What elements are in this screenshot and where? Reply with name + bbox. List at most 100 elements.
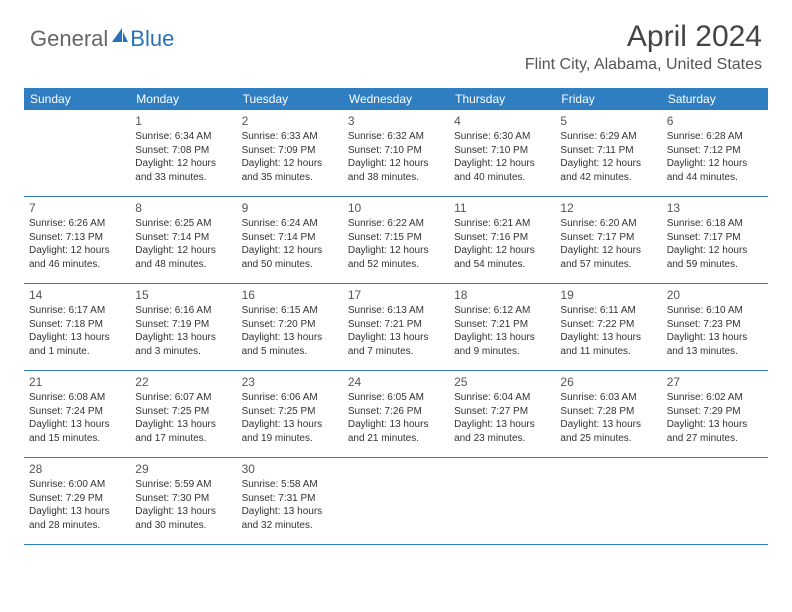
sunrise-line: Sunrise: 5:59 AM — [135, 478, 231, 492]
daylight-line: Daylight: 13 hours and 9 minutes. — [454, 331, 550, 358]
day-cell: 4Sunrise: 6:30 AMSunset: 7:10 PMDaylight… — [449, 110, 555, 196]
daylight-line: Daylight: 12 hours and 52 minutes. — [348, 244, 444, 271]
day-cell: 7Sunrise: 6:26 AMSunset: 7:13 PMDaylight… — [24, 197, 130, 283]
sunrise-line: Sunrise: 6:05 AM — [348, 391, 444, 405]
logo: General Blue — [30, 20, 174, 52]
day-cell: 24Sunrise: 6:05 AMSunset: 7:26 PMDayligh… — [343, 371, 449, 457]
sunset-line: Sunset: 7:14 PM — [242, 231, 338, 245]
day-number: 22 — [135, 374, 231, 390]
daylight-line: Daylight: 12 hours and 46 minutes. — [29, 244, 125, 271]
day-number: 6 — [667, 113, 763, 129]
daylight-line: Daylight: 12 hours and 57 minutes. — [560, 244, 656, 271]
dow-cell: Saturday — [662, 88, 768, 110]
sunset-line: Sunset: 7:13 PM — [29, 231, 125, 245]
day-cell: 13Sunrise: 6:18 AMSunset: 7:17 PMDayligh… — [662, 197, 768, 283]
sunrise-line: Sunrise: 6:33 AM — [242, 130, 338, 144]
sunset-line: Sunset: 7:10 PM — [454, 144, 550, 158]
daylight-line: Daylight: 12 hours and 42 minutes. — [560, 157, 656, 184]
day-number: 13 — [667, 200, 763, 216]
day-number: 7 — [29, 200, 125, 216]
sunset-line: Sunset: 7:21 PM — [348, 318, 444, 332]
sunrise-line: Sunrise: 6:04 AM — [454, 391, 550, 405]
daylight-line: Daylight: 12 hours and 50 minutes. — [242, 244, 338, 271]
sunrise-line: Sunrise: 6:13 AM — [348, 304, 444, 318]
week-row: 21Sunrise: 6:08 AMSunset: 7:24 PM Dayligh… — [24, 371, 768, 458]
daylight-line: Daylight: 13 hours and 13 minutes. — [667, 331, 763, 358]
sunrise-line: Sunrise: 6:06 AM — [242, 391, 338, 405]
daylight-line: Daylight: 13 hours and 27 minutes. — [667, 418, 763, 445]
day-cell — [662, 458, 768, 544]
dow-cell: Wednesday — [343, 88, 449, 110]
day-number: 5 — [560, 113, 656, 129]
week-row: 1Sunrise: 6:34 AMSunset: 7:08 PMDaylight… — [24, 110, 768, 197]
day-number: 12 — [560, 200, 656, 216]
daylight-line: Daylight: 13 hours and 25 minutes. — [560, 418, 656, 445]
daylight-line: Daylight: 12 hours and 35 minutes. — [242, 157, 338, 184]
daylight-line: Daylight: 13 hours and 30 minutes. — [135, 505, 231, 532]
sunrise-line: Sunrise: 6:18 AM — [667, 217, 763, 231]
day-cell: 15Sunrise: 6:16 AMSunset: 7:19 PMDayligh… — [130, 284, 236, 370]
daylight-line: Daylight: 12 hours and 38 minutes. — [348, 157, 444, 184]
sunset-line: Sunset: 7:10 PM — [348, 144, 444, 158]
daylight-line: Daylight: 12 hours and 48 minutes. — [135, 244, 231, 271]
day-cell: 18Sunrise: 6:12 AMSunset: 7:21 PMDayligh… — [449, 284, 555, 370]
day-number: 2 — [242, 113, 338, 129]
day-number: 16 — [242, 287, 338, 303]
day-cell: 9Sunrise: 6:24 AMSunset: 7:14 PMDaylight… — [237, 197, 343, 283]
logo-sail-icon — [110, 26, 130, 52]
daylight-line: Daylight: 12 hours and 59 minutes. — [667, 244, 763, 271]
day-number: 26 — [560, 374, 656, 390]
dow-cell: Tuesday — [237, 88, 343, 110]
sunrise-line: Sunrise: 6:16 AM — [135, 304, 231, 318]
sunset-line: Sunset: 7:20 PM — [242, 318, 338, 332]
day-cell: 8Sunrise: 6:25 AMSunset: 7:14 PMDaylight… — [130, 197, 236, 283]
sunrise-line: Sunrise: 6:17 AM — [29, 304, 125, 318]
day-cell: 10Sunrise: 6:22 AMSunset: 7:15 PMDayligh… — [343, 197, 449, 283]
sunset-line: Sunset: 7:21 PM — [454, 318, 550, 332]
daylight-line: Daylight: 13 hours and 1 minute. — [29, 331, 125, 358]
day-cell: 23Sunrise: 6:06 AMSunset: 7:25 PMDayligh… — [237, 371, 343, 457]
page-title: April 2024 — [525, 20, 762, 54]
dow-cell: Sunday — [24, 88, 130, 110]
daylight-line: Daylight: 13 hours and 7 minutes. — [348, 331, 444, 358]
sunrise-line: Sunrise: 6:08 AM — [29, 391, 125, 405]
sunset-line: Sunset: 7:24 PM — [29, 405, 125, 419]
day-number: 29 — [135, 461, 231, 477]
day-number: 1 — [135, 113, 231, 129]
day-cell: 21Sunrise: 6:08 AMSunset: 7:24 PMDayligh… — [24, 371, 130, 457]
sunrise-line: Sunrise: 6:32 AM — [348, 130, 444, 144]
day-number: 9 — [242, 200, 338, 216]
day-cell: 28Sunrise: 6:00 AMSunset: 7:29 PMDayligh… — [24, 458, 130, 544]
day-cell: 3Sunrise: 6:32 AMSunset: 7:10 PMDaylight… — [343, 110, 449, 196]
sunset-line: Sunset: 7:16 PM — [454, 231, 550, 245]
sunset-line: Sunset: 7:18 PM — [29, 318, 125, 332]
daylight-line: Daylight: 13 hours and 11 minutes. — [560, 331, 656, 358]
day-number: 21 — [29, 374, 125, 390]
sunset-line: Sunset: 7:22 PM — [560, 318, 656, 332]
sunrise-line: Sunrise: 6:25 AM — [135, 217, 231, 231]
sunset-line: Sunset: 7:11 PM — [560, 144, 656, 158]
sunrise-line: Sunrise: 6:11 AM — [560, 304, 656, 318]
daylight-line: Daylight: 13 hours and 19 minutes. — [242, 418, 338, 445]
sunset-line: Sunset: 7:17 PM — [560, 231, 656, 245]
daylight-line: Daylight: 12 hours and 44 minutes. — [667, 157, 763, 184]
day-cell: 16Sunrise: 6:15 AMSunset: 7:20 PMDayligh… — [237, 284, 343, 370]
sunrise-line: Sunrise: 6:28 AM — [667, 130, 763, 144]
day-cell — [343, 458, 449, 544]
daylight-line: Daylight: 13 hours and 28 minutes. — [29, 505, 125, 532]
sunset-line: Sunset: 7:09 PM — [242, 144, 338, 158]
day-number: 19 — [560, 287, 656, 303]
sunrise-line: Sunrise: 6:21 AM — [454, 217, 550, 231]
sunrise-line: Sunrise: 6:07 AM — [135, 391, 231, 405]
sunset-line: Sunset: 7:23 PM — [667, 318, 763, 332]
day-cell: 12Sunrise: 6:20 AMSunset: 7:17 PMDayligh… — [555, 197, 661, 283]
sunset-line: Sunset: 7:15 PM — [348, 231, 444, 245]
sunrise-line: Sunrise: 6:30 AM — [454, 130, 550, 144]
sunrise-line: Sunrise: 6:26 AM — [29, 217, 125, 231]
day-cell: 29Sunrise: 5:59 AMSunset: 7:30 PMDayligh… — [130, 458, 236, 544]
location-label: Flint City, Alabama, United States — [525, 56, 762, 74]
sunset-line: Sunset: 7:14 PM — [135, 231, 231, 245]
sunrise-line: Sunrise: 6:24 AM — [242, 217, 338, 231]
day-number: 23 — [242, 374, 338, 390]
day-number: 25 — [454, 374, 550, 390]
